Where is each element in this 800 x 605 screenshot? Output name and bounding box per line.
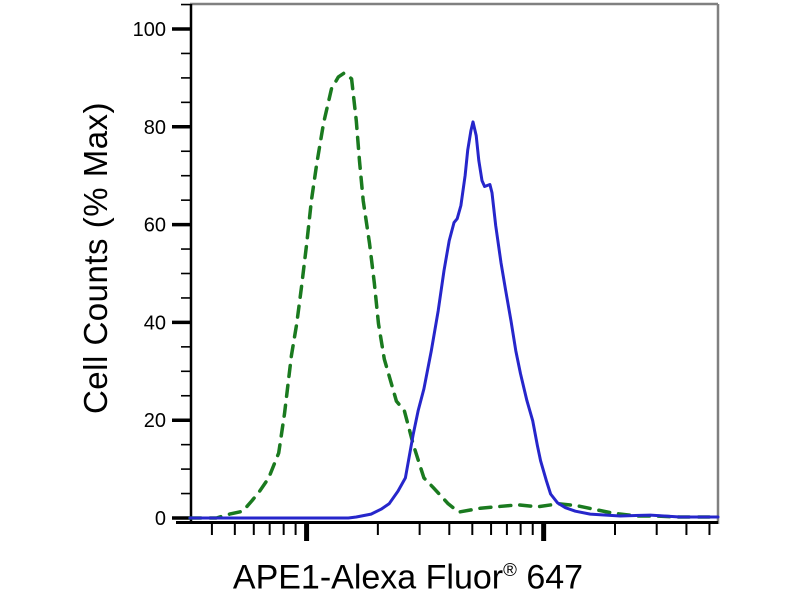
curve-green-dashed-control — [188, 71, 720, 520]
y-axis-tick-label: 20 — [144, 410, 166, 432]
curve-blue-solid-stained — [188, 120, 720, 520]
registered-trademark-symbol: ® — [503, 559, 517, 581]
y-axis-tick-label: 80 — [144, 117, 166, 139]
y-axis-tick-label: 0 — [155, 508, 166, 530]
y-axis-tick-label: 40 — [144, 312, 166, 334]
x-axis-label-main: APE1-Alexa Fluor — [232, 558, 504, 597]
x-axis-label: APE1-Alexa Fluor® 647 — [233, 559, 583, 598]
y-axis-label: Cell Counts (% Max) — [77, 101, 114, 415]
x-axis-label-suffix: 647 — [516, 558, 584, 597]
y-axis-tick-label: 100 — [133, 19, 166, 41]
y-axis-tick-label: 60 — [144, 215, 166, 237]
